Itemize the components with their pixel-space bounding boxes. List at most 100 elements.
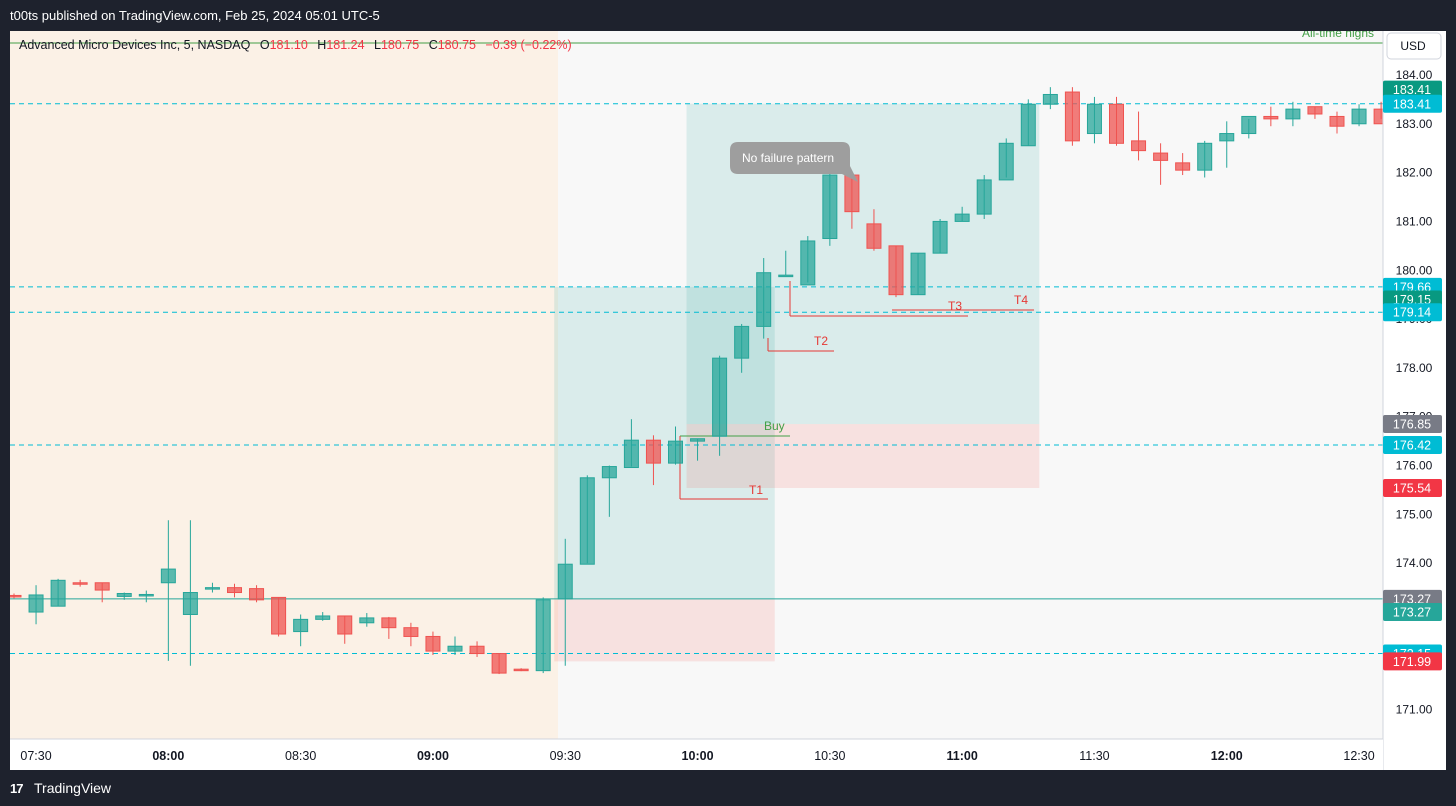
- chart-area[interactable]: All-time highs Buy T1 T2 T3 T4 No failur…: [6, 26, 1446, 770]
- time-tick: 10:30: [814, 749, 845, 763]
- price-tag: 183.41: [1383, 80, 1442, 99]
- publish-header: t00ts published on TradingView.com, Feb …: [0, 0, 1456, 31]
- candle: [1197, 140, 1213, 178]
- candle: [513, 668, 529, 672]
- svg-text:183.41: 183.41: [1393, 83, 1431, 97]
- candle: [866, 209, 882, 251]
- candle: [94, 582, 110, 603]
- price-tick: 171.00: [1396, 703, 1433, 717]
- candle: [910, 252, 926, 296]
- high-label: H: [317, 38, 326, 52]
- candle: [293, 614, 309, 647]
- candle: [72, 579, 88, 587]
- candle: [998, 138, 1014, 181]
- t3-label: T3: [948, 299, 962, 313]
- candle: [1086, 96, 1102, 144]
- loss-zone: [554, 598, 775, 662]
- all-time-high-label: All-time highs: [1302, 31, 1374, 40]
- session-background: [558, 31, 1383, 739]
- candle: [976, 175, 992, 219]
- time-axis-ticks: 07:30 08:00 08:30 09:00 09:30 10:00 10:30 11:00…: [20, 749, 1374, 763]
- svg-text:179.14: 179.14: [1393, 306, 1431, 320]
- close-value: 180.75: [438, 38, 476, 52]
- candle: [932, 218, 948, 254]
- price-tick: 184.00: [1396, 68, 1433, 82]
- t4-label: T4: [1014, 293, 1028, 307]
- candle: [1175, 153, 1191, 176]
- candle: [116, 592, 132, 600]
- tradingview-brand: TradingView: [34, 780, 112, 796]
- candle: [469, 641, 485, 657]
- svg-text:176.85: 176.85: [1393, 418, 1431, 432]
- price-tag: 176.42: [1383, 436, 1442, 455]
- price-tick: 180.00: [1396, 263, 1433, 277]
- candles: [6, 87, 1389, 675]
- candle: [1042, 87, 1058, 110]
- candle: [601, 465, 617, 517]
- time-tick: 08:30: [285, 749, 316, 763]
- candle: [425, 631, 441, 656]
- candle: [337, 615, 353, 644]
- candle: [1219, 121, 1235, 168]
- candle: [756, 258, 772, 339]
- change-value: −0.39 (−0.22%): [485, 38, 571, 52]
- candle: [138, 590, 154, 603]
- t1-label: T1: [749, 483, 763, 497]
- candle: [403, 622, 419, 647]
- time-tick: 11:00: [947, 749, 978, 763]
- low-label: L: [374, 38, 381, 52]
- candle: [1285, 101, 1301, 127]
- candle: [359, 613, 375, 627]
- candle: [1020, 99, 1036, 147]
- level-lines: [10, 103, 1383, 655]
- candle: [249, 585, 265, 603]
- candle: [557, 538, 573, 666]
- candle: [535, 597, 551, 674]
- candle: [1131, 111, 1147, 161]
- candle: [623, 419, 639, 469]
- publish-info: t00ts published on TradingView.com, Feb …: [10, 8, 380, 23]
- candle: [645, 435, 661, 486]
- candle: [778, 250, 794, 278]
- candle: [579, 475, 595, 565]
- currency-button[interactable]: USD: [1386, 32, 1442, 60]
- candle: [1329, 111, 1345, 134]
- candle: [668, 426, 683, 465]
- candle: [1109, 96, 1124, 146]
- high-value: 181.24: [326, 38, 364, 52]
- price-tick: 176.00: [1396, 459, 1433, 473]
- candle: [1241, 115, 1257, 139]
- candle: [1263, 106, 1279, 127]
- candle: [160, 520, 176, 661]
- candle: [1153, 143, 1169, 185]
- close-label: C: [429, 38, 438, 52]
- price-tag: 171.99: [1383, 652, 1442, 671]
- currency-label[interactable]: USD: [1400, 39, 1426, 53]
- time-tick: 09:30: [550, 749, 581, 763]
- candle: [491, 653, 507, 675]
- candle: [800, 236, 816, 286]
- time-tick: 08:00: [152, 749, 184, 763]
- footer: 17 TradingView: [0, 770, 1456, 806]
- svg-text:173.27: 173.27: [1393, 592, 1431, 606]
- candle: [712, 355, 728, 456]
- buy-label: Buy: [764, 419, 785, 433]
- time-tick: 12:00: [1211, 749, 1243, 763]
- candle: [954, 206, 970, 222]
- time-axis[interactable]: [10, 739, 1383, 770]
- candle: [734, 323, 750, 373]
- tradingview-logo-icon: 17: [10, 781, 24, 796]
- candle: [1351, 104, 1367, 127]
- price-tick: 181.00: [1396, 214, 1433, 228]
- candle: [888, 245, 904, 298]
- candle: [315, 612, 331, 621]
- callout-text: No failure pattern: [742, 151, 834, 165]
- price-tag: 175.54: [1383, 479, 1442, 498]
- candle: [822, 172, 838, 246]
- price-chart[interactable]: All-time highs Buy T1 T2 T3 T4 No failur…: [6, 26, 1446, 770]
- price-tick: 174.00: [1396, 556, 1433, 570]
- open-label: O: [260, 38, 270, 52]
- t2-label: T2: [814, 334, 828, 348]
- price-tag: 179.14: [1383, 303, 1442, 322]
- symbol-name: Advanced Micro Devices Inc, 5, NASDAQ: [19, 38, 251, 52]
